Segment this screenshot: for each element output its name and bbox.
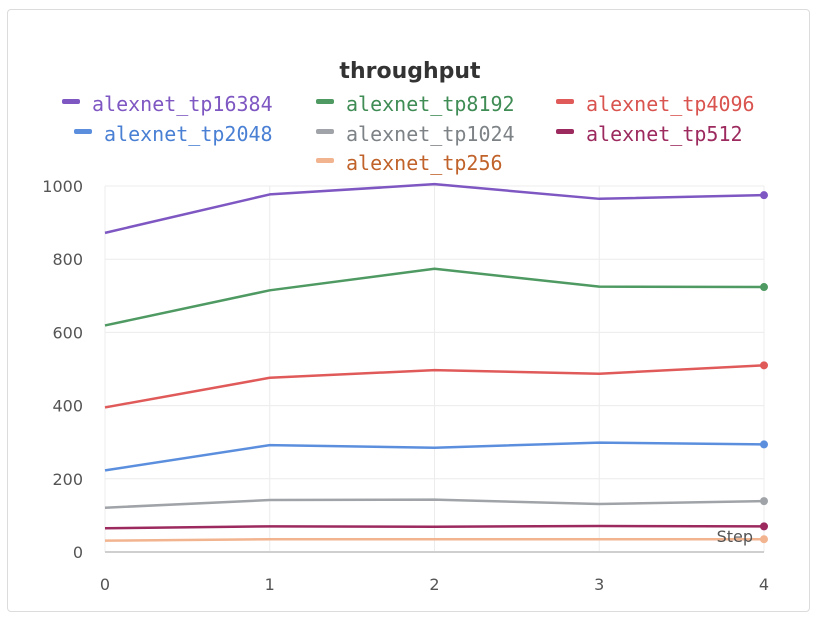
series-line-alexnet_tp4096 (104, 364, 765, 409)
y-tick-label: 1000 (42, 177, 83, 196)
series-line-alexnet_tp1024 (104, 498, 765, 509)
chart-title: throughput (339, 59, 481, 84)
series-endpoint-alexnet_tp1024 (760, 497, 768, 506)
legend-item-alexnet_tp256[interactable]: alexnet_tp256 (316, 151, 503, 175)
legend-label: alexnet_tp256 (346, 151, 503, 175)
series-endpoint-alexnet_tp256 (760, 535, 768, 544)
x-tick-label: 3 (594, 575, 604, 594)
series-line-alexnet_tp8192 (104, 267, 765, 327)
legend-label: alexnet_tp4096 (586, 92, 755, 116)
legend-label: alexnet_tp1024 (346, 122, 515, 146)
chart-legend: alexnet_tp16384 alexnet_tp8192 alexnet_tp4… (62, 92, 755, 175)
series-endpoint-alexnet_tp8192 (760, 283, 768, 292)
legend-swatch (316, 99, 334, 104)
legend-swatch (316, 129, 334, 134)
series-line-alexnet_tp16384 (104, 182, 765, 235)
y-tick-label: 200 (52, 470, 83, 489)
legend-item-alexnet_tp512[interactable]: alexnet_tp512 (556, 122, 743, 146)
legend-label: alexnet_tp8192 (346, 92, 515, 116)
legend-item-alexnet_tp8192[interactable]: alexnet_tp8192 (316, 92, 515, 116)
legend-swatch (556, 129, 574, 134)
y-tick-label: 400 (52, 397, 83, 416)
series-line-alexnet_tp256 (104, 537, 764, 542)
legend-label: alexnet_tp16384 (92, 92, 273, 116)
series-line-alexnet_tp2048 (104, 441, 765, 472)
legend-item-alexnet_tp4096[interactable]: alexnet_tp4096 (556, 92, 755, 116)
series-line-alexnet_tp512 (104, 524, 765, 530)
series-endpoint-alexnet_tp512 (760, 522, 768, 531)
y-tick-label: 600 (52, 323, 83, 342)
x-axis-label: Step (717, 527, 753, 546)
series-endpoint-alexnet_tp2048 (760, 440, 768, 449)
y-tick-label: 800 (52, 250, 83, 269)
x-tick-label: 4 (759, 575, 769, 594)
x-tick-label: 0 (100, 575, 110, 594)
legend-swatch (62, 99, 80, 104)
x-tick-label: 2 (429, 575, 439, 594)
legend-label: alexnet_tp512 (586, 122, 743, 146)
x-tick-label: 1 (265, 575, 275, 594)
chart-axes: 0 200 400 600 800 1000 0 1 2 3 4 (42, 177, 769, 594)
legend-swatch (556, 99, 574, 104)
series-endpoint-alexnet_tp4096 (760, 361, 768, 370)
chart-panel (7, 9, 810, 612)
y-tick-label: 0 (73, 543, 83, 562)
legend-item-alexnet_tp16384[interactable]: alexnet_tp16384 (62, 92, 273, 116)
legend-item-alexnet_tp2048[interactable]: alexnet_tp2048 (74, 122, 273, 146)
legend-item-alexnet_tp1024[interactable]: alexnet_tp1024 (316, 122, 515, 146)
series-lines (104, 182, 768, 544)
legend-swatch (74, 129, 92, 134)
series-endpoint-alexnet_tp16384 (760, 191, 768, 200)
legend-swatch (316, 158, 334, 163)
legend-label: alexnet_tp2048 (104, 122, 273, 146)
